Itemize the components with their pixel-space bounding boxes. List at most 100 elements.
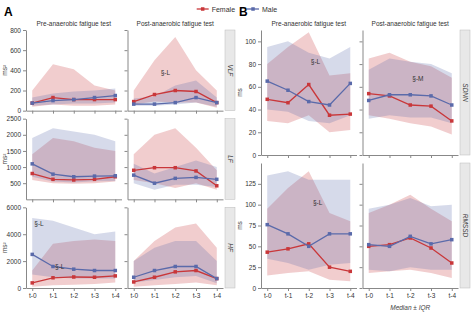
tick-mark: [258, 155, 261, 156]
iqr-band: [369, 198, 452, 271]
marker: [30, 162, 34, 166]
tick-label: 2000: [7, 131, 22, 138]
marker: [72, 98, 76, 102]
marker: [429, 104, 433, 108]
y-tick: 50: [249, 243, 261, 250]
marker: [388, 245, 392, 249]
tick-mark: [452, 288, 453, 291]
tick-label: 1500: [7, 148, 22, 155]
tick-mark: [288, 155, 289, 158]
y-tick: [125, 261, 128, 262]
tick-mark: [32, 111, 33, 114]
x-axis: t-0t-1t-2t-3t-4: [363, 288, 459, 299]
tick-mark: [360, 246, 363, 247]
marker: [215, 101, 219, 105]
x-tick: t-0: [130, 288, 138, 299]
marks: [265, 171, 352, 281]
tick-label: 800: [10, 27, 21, 34]
panel: 0200040006000t-0t-1t-2t-3t-4ms²§-L§-L: [1, 204, 122, 299]
marker: [286, 88, 290, 92]
tick-mark: [360, 226, 363, 227]
marks: [30, 218, 117, 287]
iqr-band: [134, 241, 217, 283]
median-line: [134, 98, 217, 105]
y-tick: [360, 184, 363, 185]
marker: [51, 276, 55, 280]
tick-mark: [23, 207, 26, 208]
tick-label: t-1: [50, 292, 58, 299]
x-tick: t-2: [70, 288, 78, 299]
y-axis: [125, 208, 129, 289]
row-label-box: [460, 30, 470, 155]
legend-item: Female: [197, 6, 235, 13]
marker: [367, 243, 371, 247]
y-tick: [360, 110, 363, 111]
tick-mark: [330, 288, 331, 291]
iqr-band: [134, 223, 217, 286]
marker: [409, 93, 413, 97]
tick-mark: [410, 155, 411, 158]
x-tick: [154, 111, 155, 114]
marks: [132, 128, 219, 189]
axis-line: [363, 31, 364, 156]
tick-mark: [125, 207, 128, 208]
x-tick: t-4: [347, 288, 355, 299]
marker: [114, 269, 118, 273]
x-axis: t-0t-1t-2t-3t-4: [27, 288, 123, 299]
tick-label: 600: [10, 47, 21, 54]
iqr-band: [134, 80, 217, 106]
marker: [349, 270, 353, 274]
x-tick: t-2: [305, 288, 313, 299]
annotation: §-L: [55, 263, 65, 270]
y-axis-title: ms²: [1, 64, 8, 76]
tick-label: 200: [10, 87, 21, 94]
marker: [265, 98, 269, 102]
y-tick: 125: [245, 180, 261, 187]
tick-label: 0: [17, 107, 21, 114]
panel: 5001000150020002500ms²: [1, 115, 122, 202]
marker: [349, 232, 353, 236]
marker: [153, 93, 157, 97]
tick-mark: [360, 64, 363, 65]
marker: [153, 269, 157, 273]
median-line: [134, 168, 217, 186]
x-tick: t-1: [50, 288, 58, 299]
x-tick: [410, 155, 411, 158]
tick-label: 50: [249, 243, 257, 250]
y-tick: [125, 111, 128, 112]
y-tick: 100: [245, 201, 261, 208]
marker: [174, 177, 178, 181]
tick-label: t-0: [264, 292, 272, 299]
panel-title: Post-anaerobic fatigue test: [372, 20, 450, 28]
tick-mark: [154, 199, 155, 202]
y-tick: [125, 119, 128, 120]
marker: [93, 174, 97, 178]
tick-mark: [360, 110, 363, 111]
y-tick: [360, 41, 363, 42]
row-label: RMSSD: [462, 214, 469, 238]
y-tick: 2000: [7, 258, 26, 265]
marker: [132, 169, 136, 173]
median-line: [32, 98, 115, 104]
y-axis: 5001000150020002500: [7, 115, 27, 200]
marks: [265, 32, 352, 132]
x-tick: [196, 199, 197, 202]
x-tick: [53, 111, 54, 114]
y-tick: [360, 64, 363, 65]
tick-label: t-0: [130, 292, 138, 299]
row-label-box: [225, 119, 235, 200]
y-axis-title: ms: [236, 87, 243, 96]
marks: [30, 64, 117, 106]
y-axis: [125, 31, 129, 112]
tick-mark: [115, 199, 116, 202]
row-label-box: [460, 163, 470, 288]
median-line: [267, 85, 350, 116]
x-tick: t-3: [91, 288, 99, 299]
y-tick: 80: [249, 61, 261, 68]
chart-root: 0200400600800Pre-anaerobic fatigue testm…: [0, 0, 474, 315]
x-axis: [27, 111, 123, 114]
axis-line: [128, 31, 129, 112]
tick-mark: [23, 111, 26, 112]
marker: [174, 270, 178, 274]
iqr-band: [267, 171, 350, 281]
